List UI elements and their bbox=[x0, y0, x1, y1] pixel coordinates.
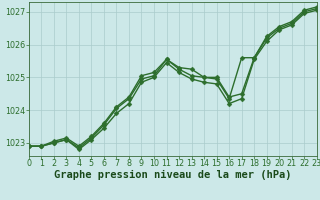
X-axis label: Graphe pression niveau de la mer (hPa): Graphe pression niveau de la mer (hPa) bbox=[54, 170, 292, 180]
